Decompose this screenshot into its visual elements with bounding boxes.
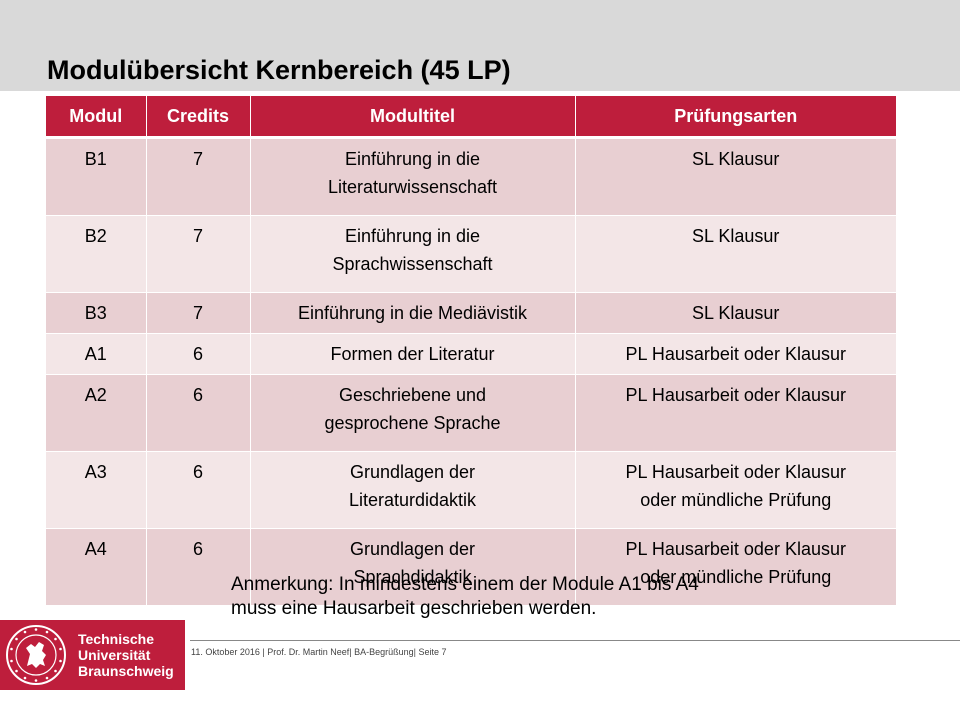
cell-line: Einführung in die Mediävistik (297, 303, 528, 323)
cell-line: PL Hausarbeit oder Klausur (625, 539, 846, 559)
table-row: A2 6 Geschriebene und gesprochene Sprach… (46, 374, 896, 452)
cell-pruefungsart: PL Hausarbeit oder Klausur oder mündlich… (575, 528, 896, 606)
university-name: Technische Universität Braunschweig (78, 631, 174, 679)
note-line: Anmerkung: In mindestens einem der Modul… (231, 574, 699, 595)
cell-pruefungsart: PL Hausarbeit oder Klausur (575, 333, 896, 375)
module-table: Modul Credits Modultitel Prüfungsarten B… (46, 96, 896, 606)
table-header-row: Modul Credits Modultitel Prüfungsarten (46, 96, 896, 139)
logo-line: Technische (78, 631, 154, 647)
cell-pruefungsart: PL Hausarbeit oder Klausur (575, 374, 896, 452)
cell-modultitel: Geschriebene und gesprochene Sprache (250, 374, 576, 452)
header-modultitel: Modultitel (250, 96, 576, 139)
cell-modultitel: Einführung in die Mediävistik (250, 292, 576, 334)
cell-credits: 6 (146, 333, 251, 375)
cell-line: gesprochene Sprache (324, 413, 501, 433)
remark-note: Anmerkung: In mindestens einem der Modul… (231, 573, 851, 621)
cell-line: SL Klausur (692, 226, 780, 246)
header-pruefungsarten: Prüfungsarten (575, 96, 896, 139)
cell-modultitel: Einführung in die Literaturwissenschaft (250, 137, 576, 216)
cell-line: Formen der Literatur (330, 344, 495, 364)
footer-info: 11. Oktober 2016 | Prof. Dr. Martin Neef… (191, 647, 447, 657)
cell-credits: 6 (146, 451, 251, 529)
university-logo: Technische Universität Braunschweig (0, 620, 185, 690)
slide-title: Modulübersicht Kernbereich (45 LP) (47, 55, 511, 85)
cell-line: PL Hausarbeit oder Klausur (625, 344, 846, 364)
cell-credits: 7 (146, 292, 251, 334)
cell-modultitel: Grundlagen der Sprachdidaktik (250, 528, 576, 606)
cell-modul: A3 (46, 451, 147, 529)
cell-line: oder mündliche Prüfung (640, 567, 832, 587)
cell-credits: 6 (146, 528, 251, 606)
cell-pruefungsart: SL Klausur (575, 292, 896, 334)
cell-line: SL Klausur (692, 303, 780, 323)
cell-credits: 6 (146, 374, 251, 452)
table-row: A4 6 Grundlagen der Sprachdidaktik PL Ha… (46, 528, 896, 606)
cell-line: Sprachwissenschaft (332, 254, 493, 274)
cell-modul: B1 (46, 137, 147, 216)
cell-line: PL Hausarbeit oder Klausur (625, 385, 846, 405)
header-modul: Modul (46, 96, 147, 139)
cell-modul: A4 (46, 528, 147, 606)
cell-pruefungsart: PL Hausarbeit oder Klausur oder mündlich… (575, 451, 896, 529)
cell-modultitel: Grundlagen der Literaturdidaktik (250, 451, 576, 529)
footer-divider (190, 640, 960, 641)
table-row: B3 7 Einführung in die Mediävistik SL Kl… (46, 292, 896, 334)
cell-line: Literaturwissenschaft (327, 177, 498, 197)
cell-pruefungsart: SL Klausur (575, 215, 896, 293)
cell-line: Literaturdidaktik (348, 490, 477, 510)
table-row: A3 6 Grundlagen der Literaturdidaktik PL… (46, 451, 896, 529)
cell-modultitel: Formen der Literatur (250, 333, 576, 375)
cell-line: Grundlagen der (349, 462, 476, 482)
cell-modul: B3 (46, 292, 147, 334)
cell-line: PL Hausarbeit oder Klausur (625, 462, 846, 482)
header-credits: Credits (146, 96, 251, 139)
cell-line: SL Klausur (692, 149, 780, 169)
cell-line: Einführung in die (344, 226, 481, 246)
cell-line: Geschriebene und (338, 385, 487, 405)
cell-line: Sprachdidaktik (353, 567, 472, 587)
note-line: muss eine Hausarbeit geschrieben werden. (231, 598, 597, 619)
table-row: B2 7 Einführung in die Sprachwissenschaf… (46, 215, 896, 293)
top-band (0, 0, 960, 91)
logo-line: Braunschweig (78, 663, 174, 679)
cell-line: Einführung in die (344, 149, 481, 169)
cell-modul: A2 (46, 374, 147, 452)
cell-credits: 7 (146, 137, 251, 216)
cell-credits: 7 (146, 215, 251, 293)
logo-line: Universität (78, 647, 151, 663)
cell-modul: A1 (46, 333, 147, 375)
university-seal-icon (6, 625, 66, 685)
table-row: B1 7 Einführung in die Literaturwissensc… (46, 137, 896, 216)
cell-line: Grundlagen der (349, 539, 476, 559)
cell-modul: B2 (46, 215, 147, 293)
table-row: A1 6 Formen der Literatur PL Hausarbeit … (46, 333, 896, 375)
cell-modultitel: Einführung in die Sprachwissenschaft (250, 215, 576, 293)
cell-pruefungsart: SL Klausur (575, 137, 896, 216)
cell-line: oder mündliche Prüfung (640, 490, 832, 510)
